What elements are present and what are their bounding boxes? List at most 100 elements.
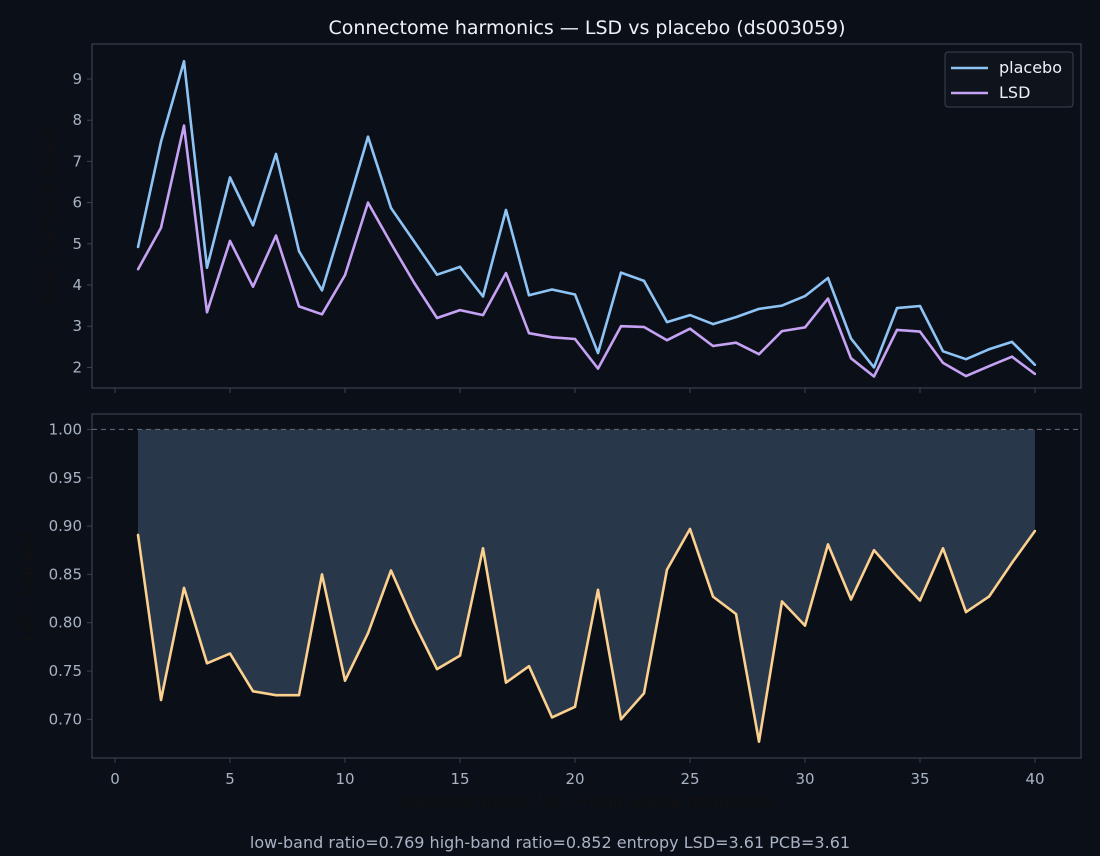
top-y-tick-label: 3 — [72, 317, 82, 335]
data-point-lsd — [435, 316, 439, 320]
data-point-placebo — [136, 245, 140, 249]
data-point-lsd — [228, 239, 232, 243]
data-point-lsd — [688, 327, 692, 330]
ratio-point — [136, 533, 140, 536]
data-point-placebo — [849, 337, 853, 340]
data-point-placebo — [228, 176, 232, 179]
data-point-placebo — [872, 366, 876, 369]
data-point-lsd — [205, 310, 209, 314]
ratio-point — [826, 543, 830, 546]
data-point-placebo — [320, 289, 324, 292]
ratio-point — [343, 679, 347, 682]
top-y-tick-label: 5 — [72, 235, 82, 253]
top-y-tick-label: 2 — [72, 358, 82, 376]
data-point-lsd — [803, 326, 807, 329]
data-point-placebo — [619, 271, 623, 274]
x-axis-label: harmonic mode (low → high spatial freque… — [401, 792, 774, 811]
data-point-placebo — [550, 288, 554, 291]
data-point-placebo — [573, 293, 577, 296]
legend-label-lsd: LSD — [999, 83, 1030, 102]
ratio-point — [228, 652, 232, 655]
data-point-placebo — [343, 213, 347, 216]
top-y-tick-label: 8 — [72, 111, 82, 129]
data-point-lsd — [872, 375, 876, 378]
summary-stats: low-band ratio=0.769 high-band ratio=0.8… — [250, 833, 850, 852]
data-point-placebo — [734, 315, 738, 319]
bottom-y-tick-label: 0.95 — [49, 469, 82, 487]
data-point-placebo — [1010, 340, 1014, 344]
data-point-lsd — [964, 374, 968, 378]
data-point-placebo — [527, 294, 531, 297]
bottom-panel-frame — [91, 413, 1082, 759]
ratio-point — [688, 527, 692, 531]
ratio-point — [435, 667, 439, 671]
data-point-lsd — [987, 364, 991, 368]
data-point-lsd — [251, 285, 255, 288]
data-point-placebo — [596, 351, 600, 355]
ratio-point — [458, 654, 462, 657]
data-point-placebo — [642, 279, 646, 283]
data-point-lsd — [780, 329, 784, 333]
bottom-y-tick-label: 0.90 — [49, 517, 82, 535]
ratio-point — [734, 612, 738, 616]
data-point-placebo — [274, 152, 278, 156]
data-point-lsd — [481, 313, 485, 317]
ratio-point — [504, 681, 508, 684]
ratio-point — [297, 693, 301, 697]
top-y-tick-label: 6 — [72, 194, 82, 212]
ratio-line — [136, 527, 1037, 743]
top-y-tick-label: 4 — [72, 276, 82, 294]
data-point-placebo — [780, 304, 784, 307]
ratio-point — [251, 690, 255, 693]
legend: placebo LSD — [944, 51, 1074, 108]
data-point-placebo — [711, 322, 715, 326]
data-point-placebo — [412, 240, 416, 243]
data-point-lsd — [711, 344, 715, 348]
data-point-placebo — [458, 265, 462, 269]
data-point-placebo — [1033, 363, 1037, 367]
data-point-lsd — [1033, 372, 1037, 376]
data-point-lsd — [159, 226, 163, 229]
x-tick-label: 25 — [680, 770, 699, 788]
data-point-lsd — [136, 268, 140, 271]
data-point-lsd — [527, 332, 531, 335]
chart-title: Connectome harmonics — LSD vs placebo (d… — [328, 17, 845, 39]
data-point-lsd — [895, 328, 899, 332]
ratio-point — [550, 716, 554, 719]
bottom-y-axis-label: LSD / placebo — [17, 532, 36, 642]
ratio-point — [1010, 561, 1014, 565]
data-point-lsd — [550, 336, 554, 339]
bottom-y-tick-label: 0.70 — [49, 710, 82, 728]
ratio-point — [412, 621, 416, 624]
ratio-point — [366, 632, 370, 635]
top-y-axis-label: mean harmonic power — [39, 126, 58, 306]
data-point-placebo — [366, 135, 370, 138]
ratio-point — [895, 575, 899, 578]
series-line-lsd — [136, 124, 1036, 378]
bottom-y-tick-label: 0.85 — [49, 565, 82, 583]
x-tick-label: 40 — [1025, 770, 1044, 788]
data-point-lsd — [182, 124, 186, 127]
data-point-placebo — [205, 266, 209, 269]
top-panel-frame — [91, 43, 1082, 389]
data-point-placebo — [987, 348, 991, 351]
data-point-lsd — [412, 281, 416, 284]
data-point-placebo — [964, 357, 968, 361]
ratio-point — [711, 595, 715, 598]
data-point-placebo — [504, 208, 508, 212]
ratio-point — [205, 662, 209, 665]
ratio-point — [527, 665, 531, 668]
data-point-placebo — [297, 250, 301, 253]
x-tick-label: 10 — [335, 770, 354, 788]
bottom-y-tick-label: 1.00 — [49, 420, 82, 438]
ratio-point — [159, 698, 163, 702]
data-point-placebo — [918, 304, 922, 308]
x-tick-label: 20 — [565, 770, 584, 788]
ratio-point — [573, 705, 577, 708]
ratio-point — [274, 693, 278, 697]
data-point-placebo — [895, 306, 899, 310]
data-point-placebo — [251, 224, 255, 227]
top-y-tick-label: 9 — [72, 70, 82, 88]
data-point-placebo — [159, 140, 163, 143]
ratio-point — [320, 573, 324, 576]
